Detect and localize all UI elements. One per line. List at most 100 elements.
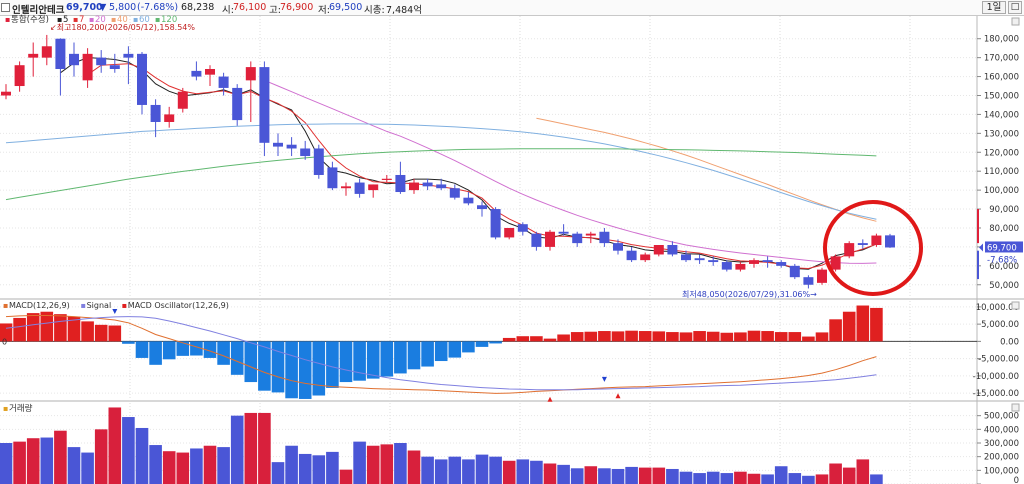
macd-tick-label: -10,000.00 bbox=[973, 372, 1019, 382]
candle bbox=[313, 148, 324, 175]
volume-bar bbox=[108, 407, 122, 484]
buy-signal-arrow-icon bbox=[547, 396, 553, 402]
volume-bar bbox=[217, 447, 230, 484]
macd-osc-bar bbox=[67, 316, 81, 342]
candle bbox=[177, 91, 188, 109]
volume-tick-label: 200,000 bbox=[984, 453, 1019, 463]
price-panel bbox=[1, 34, 923, 296]
macd-osc-bar bbox=[747, 330, 761, 342]
volume-bar bbox=[230, 415, 244, 484]
volume-bar bbox=[516, 459, 530, 484]
candle bbox=[14, 65, 25, 87]
legend-marker: ▪ bbox=[155, 15, 160, 24]
volume-bar bbox=[502, 460, 516, 484]
macd-osc-bar bbox=[312, 341, 326, 396]
candle bbox=[545, 231, 555, 247]
price-change-pct: (-7.68%) bbox=[137, 2, 179, 13]
volume-bar bbox=[870, 474, 883, 484]
candle bbox=[55, 38, 66, 69]
macd-osc-bar bbox=[815, 332, 829, 342]
price-tick-label: 140,000 bbox=[984, 110, 1019, 120]
candle bbox=[708, 260, 719, 263]
volume-bar bbox=[802, 475, 815, 484]
volume-bar bbox=[462, 459, 475, 484]
candle bbox=[844, 243, 855, 257]
legend-ma-20: 20 bbox=[95, 15, 106, 25]
candle bbox=[286, 144, 297, 149]
candle bbox=[28, 53, 39, 58]
window-box-icon[interactable] bbox=[1, 3, 10, 12]
macd-osc-bar bbox=[366, 341, 380, 379]
period-button[interactable]: 1일 bbox=[982, 1, 1006, 14]
candle bbox=[463, 197, 474, 204]
volume-bar bbox=[0, 443, 13, 484]
open-label: 시: bbox=[222, 5, 234, 16]
macd-osc-bar bbox=[94, 324, 108, 342]
candle bbox=[599, 231, 610, 244]
macd-osc-bar bbox=[557, 334, 570, 342]
candle bbox=[613, 243, 623, 251]
last-price-tag bbox=[985, 241, 1023, 253]
macd-osc-bar bbox=[258, 341, 271, 391]
macd-osc-bar bbox=[829, 319, 842, 342]
macd-osc-bar bbox=[870, 307, 883, 342]
low-label: 저: bbox=[318, 5, 330, 16]
macd-osc-bar bbox=[706, 331, 720, 342]
volume-bar bbox=[40, 437, 54, 484]
volume-bar bbox=[176, 452, 190, 484]
macd-osc-bar bbox=[693, 331, 706, 342]
candle bbox=[694, 258, 705, 261]
volume-bar bbox=[829, 463, 842, 484]
volume-bar bbox=[312, 455, 326, 484]
candle bbox=[354, 182, 365, 194]
high-annotation: ↙최고180,200(2026/05/12),158.54% bbox=[50, 22, 195, 32]
legend-marker: ▪ bbox=[5, 15, 10, 24]
stock-name[interactable]: 인텔리안테크 bbox=[12, 5, 65, 16]
volume-bar bbox=[366, 445, 380, 484]
legend-prefix: 통합(수정) bbox=[11, 14, 49, 25]
macd-osc-bar bbox=[421, 341, 434, 367]
candle bbox=[776, 262, 787, 266]
macd-osc-bar bbox=[448, 341, 462, 358]
volume-bar bbox=[26, 438, 40, 484]
legend-marker: ▪ bbox=[3, 301, 8, 310]
candle bbox=[82, 53, 93, 81]
volume-bar bbox=[339, 469, 353, 484]
macd-osc-bar bbox=[407, 341, 421, 370]
macd-osc-bar bbox=[734, 332, 747, 342]
maximize-icon[interactable]: □ bbox=[1008, 1, 1022, 14]
volume-bar bbox=[693, 473, 706, 484]
volume-bar bbox=[625, 466, 638, 484]
candle bbox=[626, 250, 637, 261]
macd-osc-bar bbox=[135, 341, 149, 358]
macd-osc-bar bbox=[774, 332, 788, 342]
legend-marker: ▪ bbox=[111, 15, 116, 24]
ma-line-7 bbox=[87, 63, 877, 270]
candle bbox=[205, 68, 215, 75]
volume-bar bbox=[475, 454, 489, 484]
volume-bar bbox=[638, 467, 652, 484]
price-tick-label: 100,000 bbox=[984, 186, 1019, 196]
volume-bar bbox=[448, 456, 462, 484]
macd-osc-bar bbox=[489, 341, 502, 344]
legend-marker: ▪ bbox=[81, 301, 86, 310]
macd-osc-bar bbox=[217, 341, 230, 365]
price-tick-label: 160,000 bbox=[984, 73, 1019, 83]
buy-signal-arrow-icon bbox=[615, 393, 621, 399]
macd-osc-bar bbox=[13, 317, 26, 342]
macd-osc-bar bbox=[638, 331, 652, 342]
volume-bar bbox=[720, 473, 734, 484]
last-change-label: -7.68% bbox=[987, 255, 1017, 265]
volume-bar bbox=[13, 441, 26, 484]
price-marker-icon bbox=[979, 243, 983, 252]
macd-osc-bar bbox=[761, 331, 774, 342]
legend-marker: ▪ bbox=[3, 404, 8, 413]
open-value: 76,100 bbox=[233, 2, 267, 13]
ma-line-40 bbox=[536, 117, 877, 222]
macd-osc-bar bbox=[856, 305, 870, 342]
macd-line bbox=[5, 315, 877, 394]
macd-osc-bar bbox=[353, 341, 366, 381]
panel-menu-icon bbox=[1011, 403, 1020, 412]
candle bbox=[762, 260, 773, 263]
